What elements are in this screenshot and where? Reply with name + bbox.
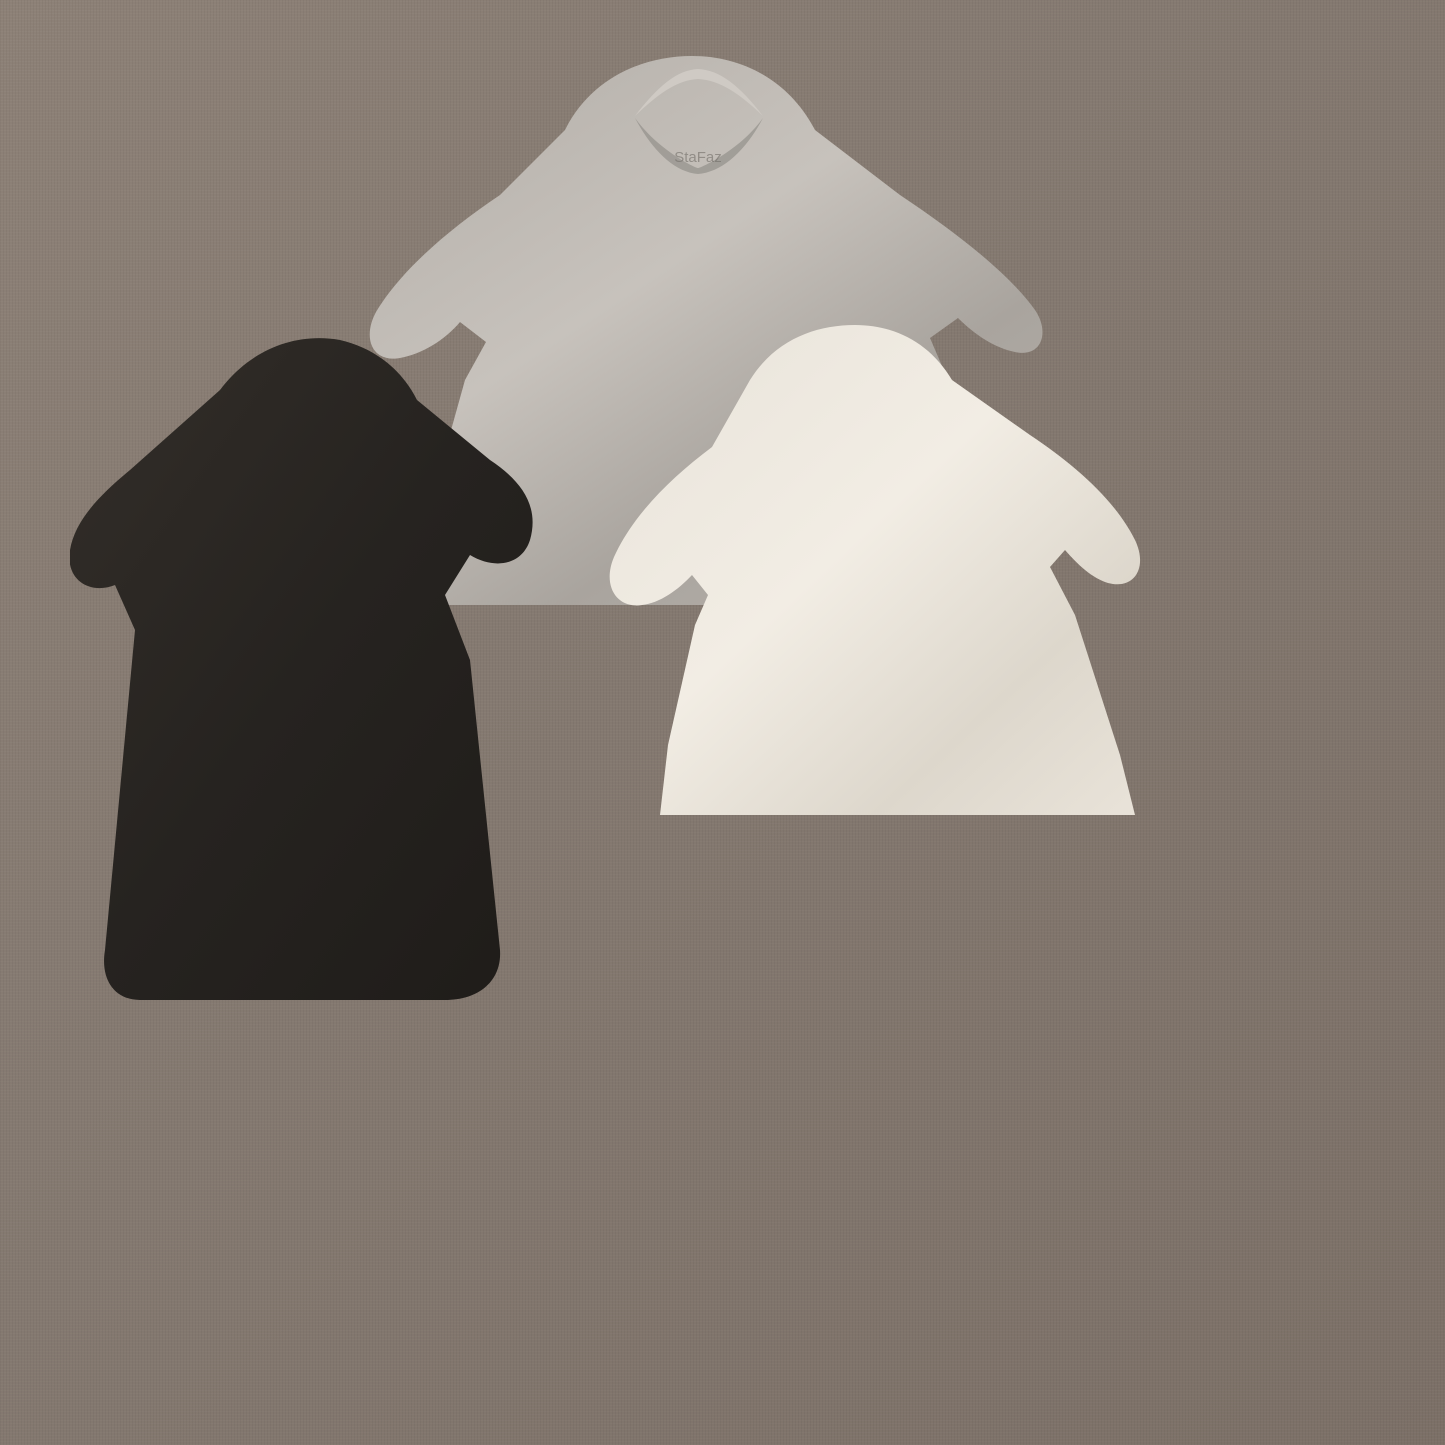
svg-text:StaFaz: StaFaz xyxy=(674,149,722,166)
